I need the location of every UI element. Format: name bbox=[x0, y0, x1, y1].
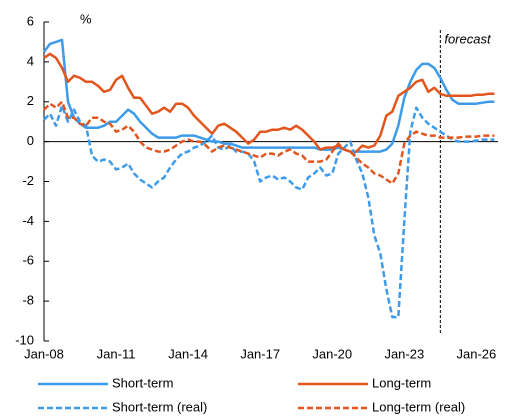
y-tick-label: 0 bbox=[27, 133, 34, 148]
y-tick-label: -8 bbox=[22, 293, 34, 308]
x-tick-label: Jan-08 bbox=[24, 346, 64, 361]
series-line bbox=[43, 104, 495, 319]
x-tick-label: Jan-14 bbox=[168, 346, 208, 361]
y-tick-label: 4 bbox=[27, 53, 34, 68]
legend-label: Short-term (real) bbox=[112, 399, 207, 414]
y-tick-label: 2 bbox=[27, 93, 34, 108]
x-tick-label: Jan-20 bbox=[312, 346, 352, 361]
y-tick-label: -6 bbox=[22, 253, 34, 268]
x-tick-label: Jan-26 bbox=[457, 346, 497, 361]
series-line bbox=[43, 100, 495, 185]
series-line bbox=[43, 52, 495, 153]
legend-label: Long-term (real) bbox=[372, 399, 465, 414]
y-tick-label: -4 bbox=[22, 213, 34, 228]
x-tick-label: Jan-23 bbox=[384, 346, 424, 361]
legend-label: Long-term bbox=[372, 375, 431, 390]
x-tick-label: Jan-11 bbox=[97, 346, 136, 361]
y-tick-label: -2 bbox=[22, 173, 34, 188]
annotation: forecast bbox=[444, 31, 492, 46]
y-tick-label: -10 bbox=[15, 332, 34, 347]
legend-label: Short-term bbox=[112, 375, 173, 390]
series-line bbox=[43, 38, 495, 153]
y-axis-label: % bbox=[80, 11, 92, 26]
y-tick-label: 6 bbox=[27, 13, 34, 28]
x-tick-label: Jan-17 bbox=[240, 346, 280, 361]
